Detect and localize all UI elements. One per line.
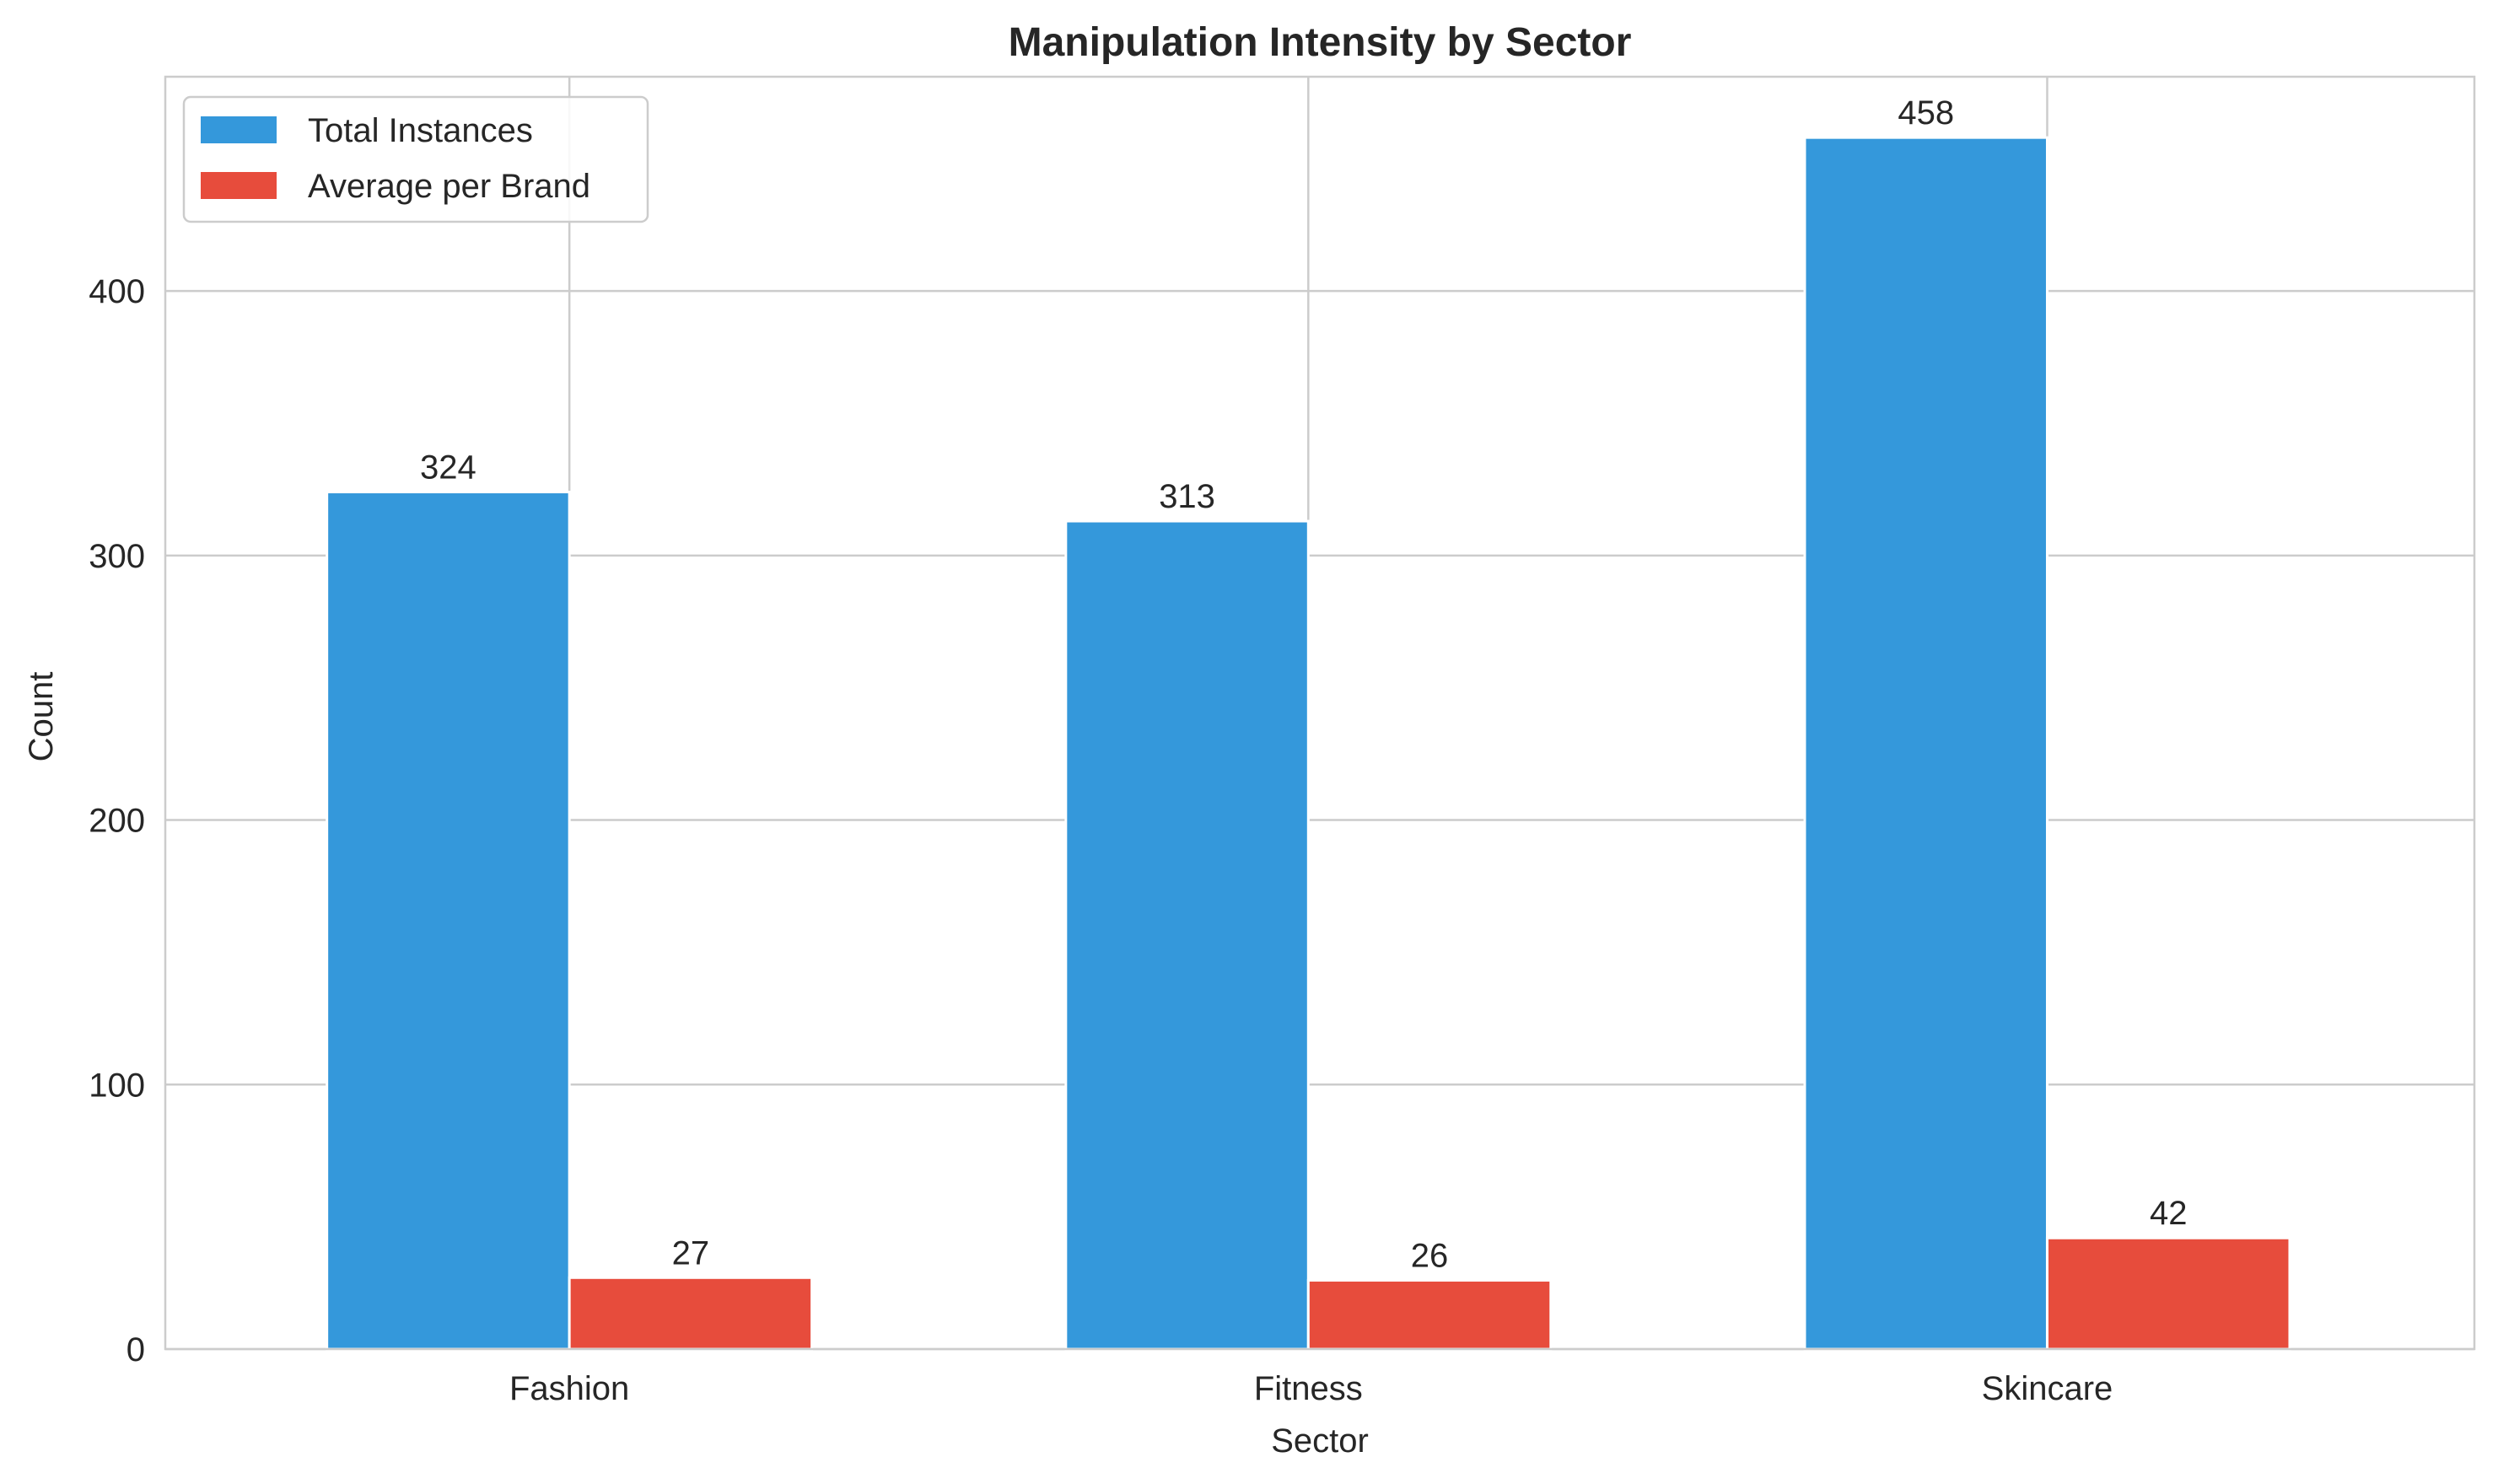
legend-label-average-per-brand: Average per Brand xyxy=(308,168,590,205)
data-label-average-per-brand-fashion: 27 xyxy=(672,1234,710,1272)
legend-label-total-instances: Total Instances xyxy=(308,112,533,149)
y-tick-label: 400 xyxy=(89,273,145,310)
y-tick-label: 200 xyxy=(89,803,145,840)
y-tick-label: 0 xyxy=(127,1331,145,1368)
chart-title: Manipulation Intensity by Sector xyxy=(1009,20,1632,65)
data-label-total-instances-fitness: 313 xyxy=(1159,478,1215,515)
y-tick-label: 100 xyxy=(89,1067,145,1104)
legend-swatch-average-per-brand xyxy=(201,172,277,199)
legend-swatch-total-instances xyxy=(201,116,277,143)
bar-average-per-brand-fashion xyxy=(568,1276,814,1351)
legend-frame xyxy=(182,95,649,223)
y-axis-label: Count xyxy=(23,672,60,762)
legend: Total Instances Average per Brand xyxy=(182,95,649,223)
y-axis-ticks: 0 100 200 300 400 xyxy=(89,273,145,1368)
x-tick-label-fitness: Fitness xyxy=(1254,1370,1363,1407)
data-label-average-per-brand-fitness: 26 xyxy=(1411,1237,1449,1274)
data-label-total-instances-fashion: 324 xyxy=(420,449,476,487)
x-axis-ticks: Fashion Fitness Skincare xyxy=(509,1370,2113,1407)
bar-total-instances-skincare xyxy=(1803,136,2048,1351)
x-axis-label: Sector xyxy=(1271,1422,1369,1460)
y-tick-label: 300 xyxy=(89,538,145,575)
bar-total-instances-fitness xyxy=(1064,519,1310,1351)
bar-average-per-brand-fitness xyxy=(1306,1278,1553,1351)
x-tick-label-fashion: Fashion xyxy=(509,1370,629,1407)
data-labels: 324 313 458 27 26 42 xyxy=(420,94,2187,1274)
plot-frame xyxy=(164,75,2476,1351)
data-label-total-instances-skincare: 458 xyxy=(1898,94,1954,132)
bars xyxy=(326,136,2291,1351)
data-label-average-per-brand-skincare: 42 xyxy=(2150,1195,2188,1232)
x-tick-label-skincare: Skincare xyxy=(1982,1370,2113,1407)
bar-average-per-brand-skincare xyxy=(2045,1236,2291,1351)
bar-total-instances-fashion xyxy=(326,491,571,1351)
